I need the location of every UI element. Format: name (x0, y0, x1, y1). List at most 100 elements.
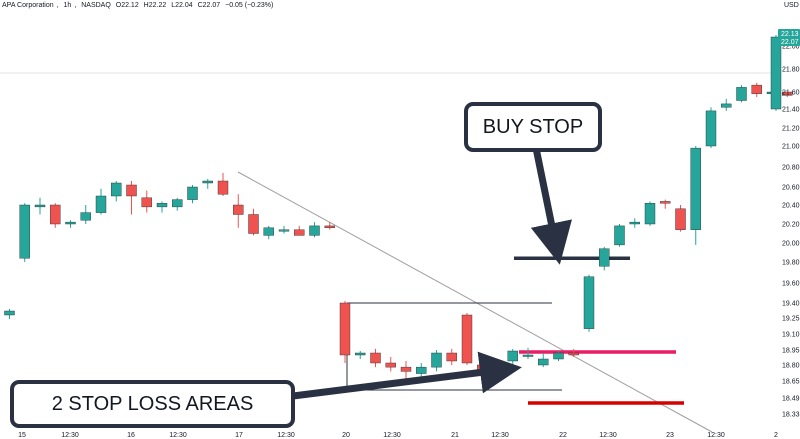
bearish-candle-body (324, 225, 335, 228)
candle (111, 181, 122, 202)
bullish-candle-body (538, 358, 549, 366)
y-tick-label: 20.00 (782, 241, 800, 248)
bullish-candle-body (721, 103, 732, 108)
x-tick-label: 12:30 (277, 432, 295, 439)
bullish-candle-body (34, 204, 46, 208)
price-badge-text: 22.07 (781, 39, 799, 46)
candles (4, 35, 793, 380)
exchange-label: NASDAQ (81, 2, 111, 9)
candle (50, 203, 61, 228)
y-tick-label: 20.80 (782, 165, 800, 172)
candle (248, 208, 259, 236)
x-tick-label: 12:30 (491, 432, 509, 439)
candle (553, 351, 564, 361)
y-tick-label: 21.60 (782, 90, 800, 97)
candle (156, 201, 168, 213)
bullish-candle-body (309, 225, 320, 236)
candle (400, 361, 412, 380)
y-tick-label: 21.80 (782, 67, 800, 74)
symbol-header: APA Corporation, 1h, NASDAQ O22.12 H22.2… (2, 2, 274, 9)
interval-label: 1h (63, 2, 72, 9)
bearish-candle-body (782, 91, 793, 96)
bearish-candle-body (233, 204, 244, 215)
candle (217, 173, 229, 196)
y-tick-label: 18.33 (782, 412, 800, 419)
candle (770, 35, 782, 111)
candle (4, 309, 15, 320)
bullish-candle-body (187, 186, 198, 200)
open-value: O22.12 (115, 2, 139, 9)
price-axis[interactable]: USD 22.00 21.80 21.60 21.40 21.20 21.00 20.80 20… (782, 2, 800, 419)
bearish-candle-body (675, 208, 686, 230)
candle (782, 91, 793, 98)
bullish-candle-body (522, 354, 534, 357)
bullish-candle-body (644, 202, 656, 225)
x-tick-label: 12:30 (707, 432, 725, 439)
bullish-candle-body (156, 202, 168, 208)
candle (65, 220, 76, 228)
bearish-candle-body (248, 214, 259, 234)
y-tick-label: 19.60 (782, 281, 800, 288)
bullish-candle-body (614, 225, 625, 246)
x-tick-label: 12:30 (599, 432, 617, 439)
buy-stop-callout: BUY STOP (464, 102, 602, 152)
bullish-candle-body (416, 366, 427, 374)
bullish-candle-body (736, 87, 747, 101)
y-tick-label: 21.20 (782, 126, 800, 133)
x-tick-label: 20 (342, 432, 350, 439)
bullish-candle-body (80, 212, 91, 221)
y-tick-label: 19.40 (782, 301, 800, 308)
x-tick-label: 2 (774, 432, 778, 439)
buy-stop-label: BUY STOP (482, 115, 584, 138)
bullish-candle-body (431, 352, 442, 368)
bullish-candle-body (583, 276, 595, 329)
bearish-candle-body (568, 352, 579, 356)
bearish-candle-body (339, 302, 351, 356)
currency-label: USD (784, 2, 799, 9)
candle (339, 301, 351, 363)
bullish-candle-body (111, 182, 122, 197)
y-tick-label: 19.80 (782, 260, 800, 267)
candle (126, 181, 137, 215)
candle (278, 225, 290, 234)
y-tick-label: 18.80 (782, 363, 800, 370)
candle (294, 225, 305, 236)
x-tick-label: 23 (666, 432, 674, 439)
y-tick-label: 18.65 (782, 379, 800, 386)
symbol-name: APA Corporation (2, 2, 54, 9)
price-badge: 22.13 (778, 29, 800, 38)
y-tick-label: 18.49 (782, 396, 800, 403)
bullish-candle-body (355, 352, 366, 356)
x-tick-label: 16 (127, 432, 135, 439)
time-axis[interactable]: 15 12:30 16 12:30 17 12:30 20 12:30 21 12:30 22 12:… (18, 432, 778, 439)
x-tick-label: 21 (451, 432, 459, 439)
candle (385, 357, 396, 372)
candle (141, 190, 152, 213)
bullish-candle-body (172, 199, 183, 208)
y-tick-label: 20.20 (782, 222, 800, 229)
candle (80, 205, 91, 224)
candle (614, 224, 625, 247)
candle (446, 348, 457, 365)
bearish-candle-body (294, 229, 305, 236)
y-tick-label: 18.95 (782, 348, 800, 355)
bullish-candle-body (770, 36, 782, 110)
candle (538, 353, 549, 368)
high-value: H22.22 (143, 2, 167, 9)
candle (736, 85, 747, 103)
buy-stop-arrow (530, 147, 572, 265)
candle (95, 188, 107, 215)
candle (263, 225, 274, 240)
bearish-candle-body (217, 180, 229, 195)
candle (233, 194, 244, 228)
y-tick-label: 21.00 (782, 144, 800, 151)
bullish-candle-body (202, 180, 213, 184)
bearish-candle-body (446, 352, 457, 362)
candle (721, 98, 732, 111)
low-value: L22.04 (171, 2, 193, 9)
y-tick-label: 21.40 (782, 107, 800, 114)
candle (355, 351, 366, 359)
